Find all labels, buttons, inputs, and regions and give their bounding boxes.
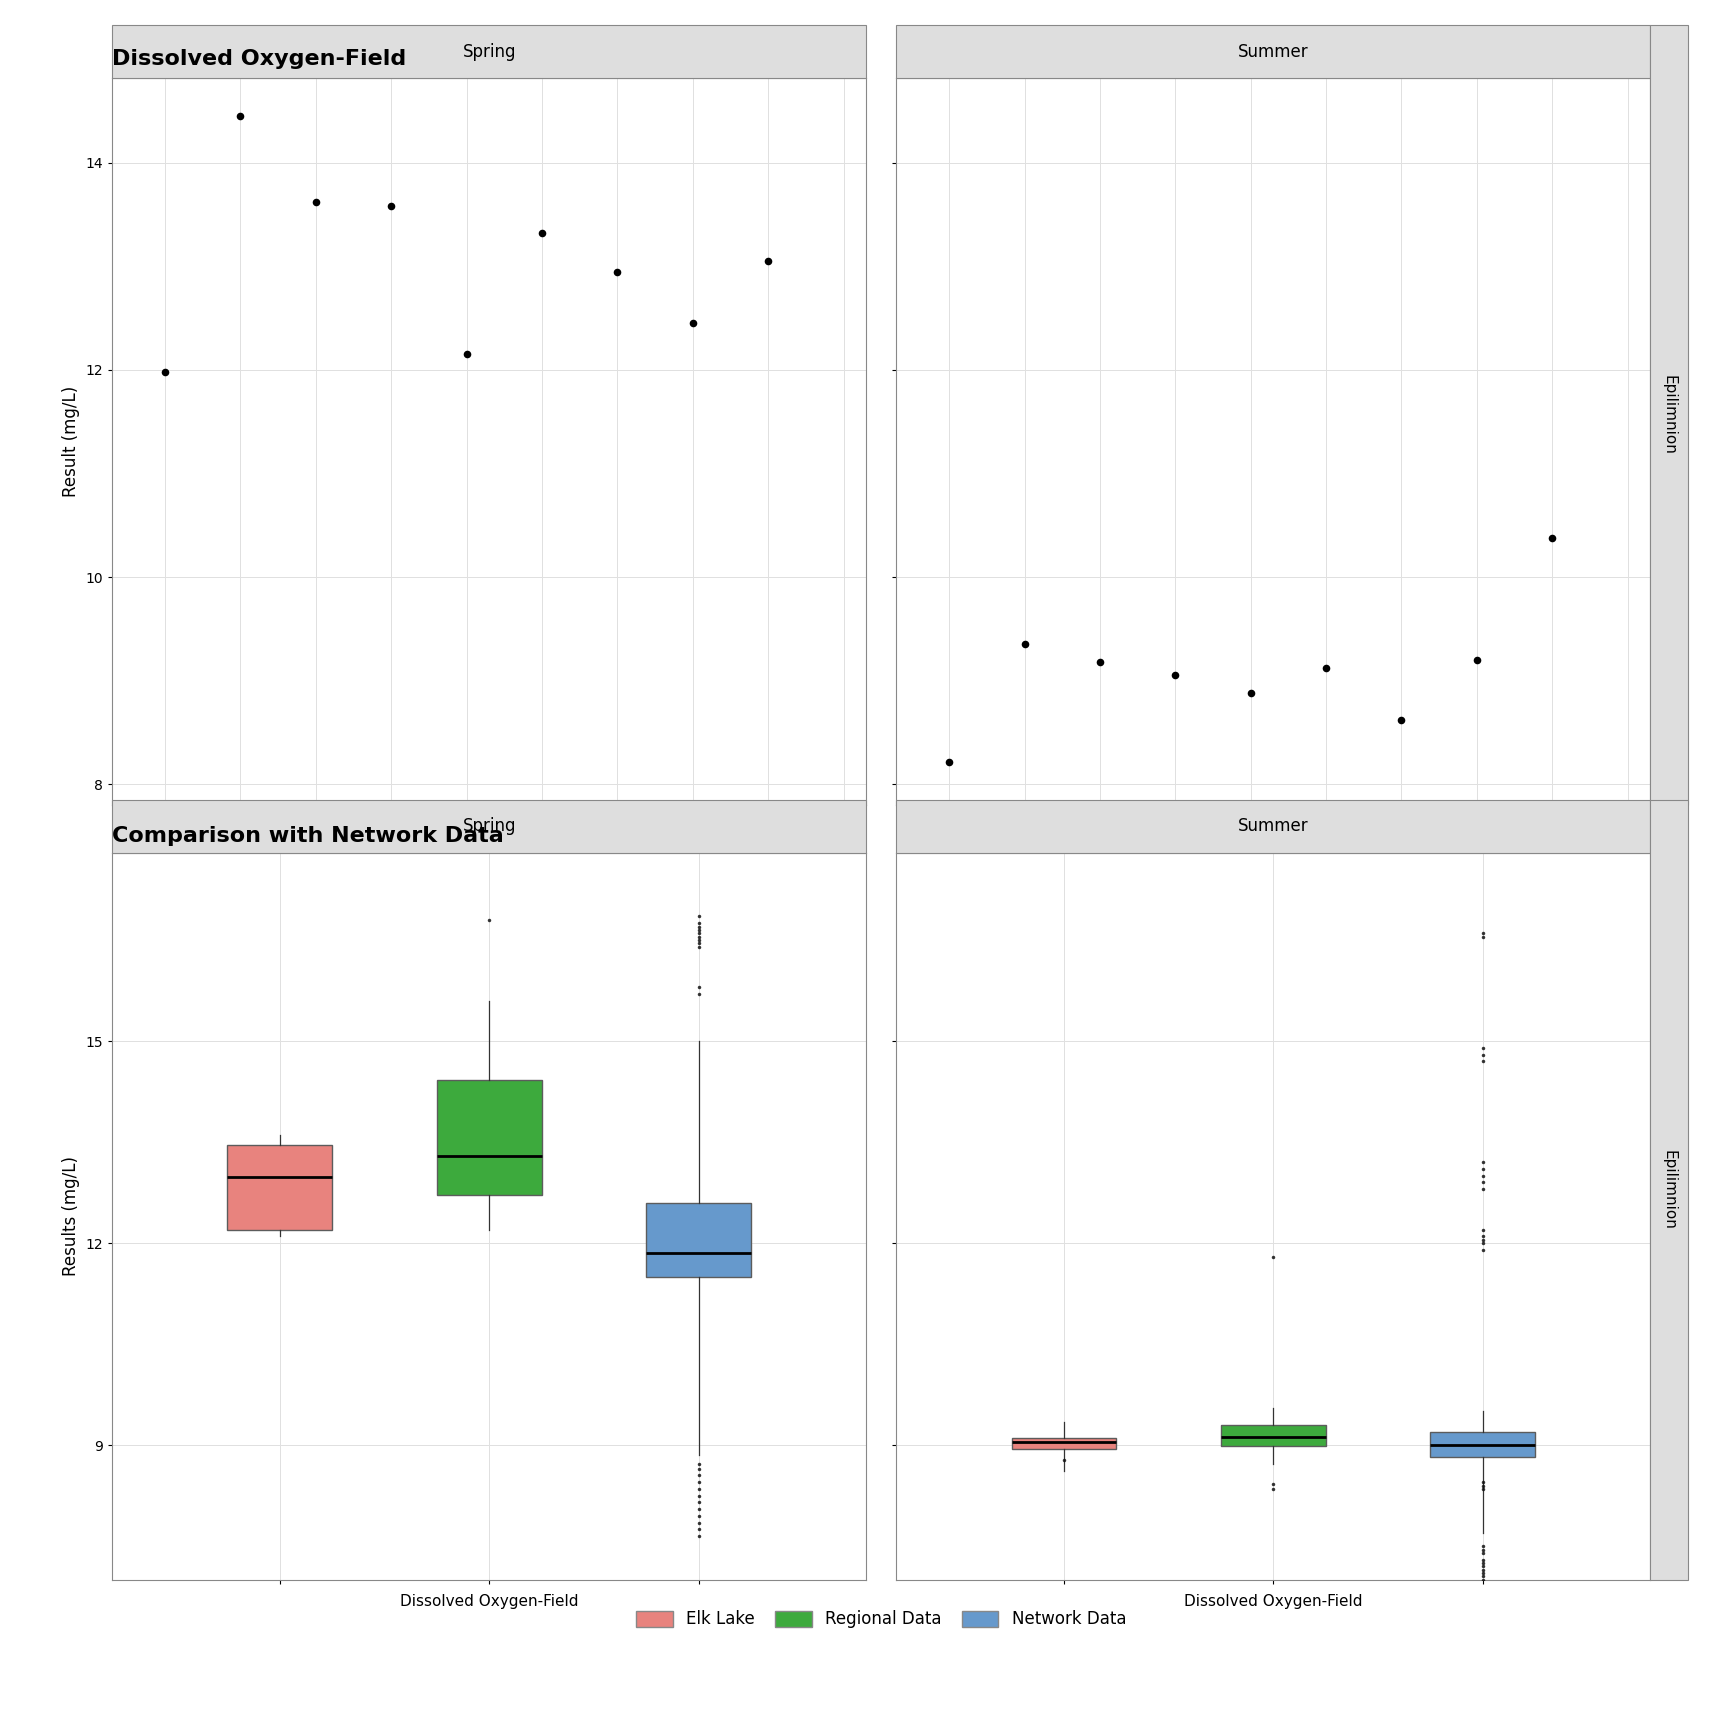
Point xyxy=(1538,524,1566,551)
Legend: Elk Lake, Regional Data, Network Data: Elk Lake, Regional Data, Network Data xyxy=(636,1610,1127,1628)
Text: Spring: Spring xyxy=(463,43,517,60)
FancyBboxPatch shape xyxy=(1650,800,1688,1579)
Point xyxy=(377,192,404,219)
Point xyxy=(1464,646,1491,674)
Point xyxy=(453,340,480,368)
Point xyxy=(226,102,254,130)
Text: Dissolved Oxygen-Field: Dissolved Oxygen-Field xyxy=(112,48,406,69)
Point xyxy=(935,748,962,776)
Point xyxy=(529,219,556,247)
Bar xyxy=(437,1080,541,1194)
Point xyxy=(679,309,707,337)
FancyBboxPatch shape xyxy=(112,26,866,78)
X-axis label: Dissolved Oxygen-Field: Dissolved Oxygen-Field xyxy=(1184,1595,1363,1609)
Point xyxy=(1087,648,1115,676)
Bar xyxy=(1011,1438,1116,1448)
Point xyxy=(1312,655,1339,683)
FancyBboxPatch shape xyxy=(897,26,1650,78)
Bar xyxy=(1222,1426,1325,1446)
Point xyxy=(152,358,180,385)
FancyBboxPatch shape xyxy=(897,800,1650,852)
Point xyxy=(603,257,631,285)
Bar xyxy=(646,1203,752,1277)
Point xyxy=(1237,679,1265,707)
Point xyxy=(1011,631,1039,658)
Point xyxy=(1161,660,1189,688)
Bar xyxy=(1431,1433,1534,1457)
Text: Epilimnion: Epilimnion xyxy=(1662,375,1676,454)
Text: Summer: Summer xyxy=(1237,817,1308,835)
X-axis label: Dissolved Oxygen-Field: Dissolved Oxygen-Field xyxy=(399,1595,579,1609)
Point xyxy=(755,247,783,275)
Text: Summer: Summer xyxy=(1237,43,1308,60)
Bar xyxy=(228,1146,332,1230)
FancyBboxPatch shape xyxy=(112,800,866,852)
Point xyxy=(1388,707,1415,734)
Text: Epilimnion: Epilimnion xyxy=(1662,1151,1676,1230)
Y-axis label: Result (mg/L): Result (mg/L) xyxy=(62,385,79,498)
FancyBboxPatch shape xyxy=(1650,26,1688,805)
Y-axis label: Results (mg/L): Results (mg/L) xyxy=(62,1156,79,1277)
Point xyxy=(302,188,330,216)
Text: Spring: Spring xyxy=(463,817,517,835)
Text: Comparison with Network Data: Comparison with Network Data xyxy=(112,826,505,845)
